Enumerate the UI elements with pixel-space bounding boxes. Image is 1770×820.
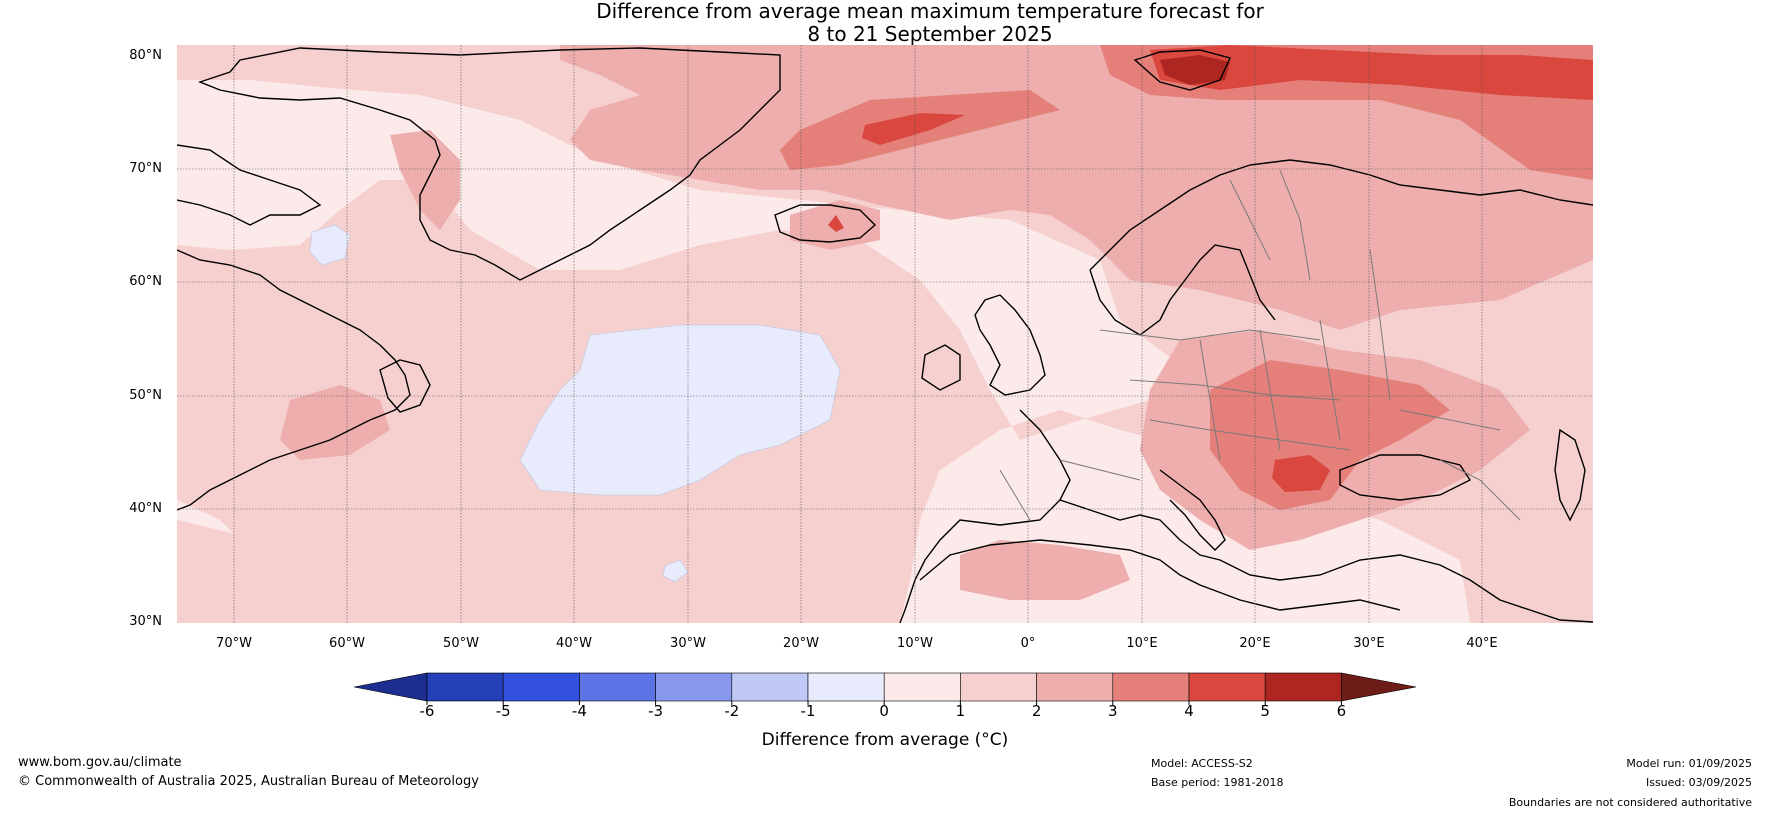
title-line-2: 8 to 21 September 2025 bbox=[807, 22, 1053, 46]
colorbar-segment bbox=[579, 672, 656, 702]
latitude-label: 70°N bbox=[129, 161, 162, 176]
footer-model: Model: ACCESS-S2 bbox=[1151, 757, 1253, 770]
anomaly-zone-5-6-svalbard bbox=[1160, 55, 1230, 85]
latitude-label: 30°N bbox=[129, 614, 162, 629]
coastline-newfoundland bbox=[379, 359, 431, 413]
anomaly-zone-4-5-greenland-sea bbox=[862, 113, 965, 145]
longitude-label: 30°E bbox=[1353, 636, 1385, 651]
colorbar-segment bbox=[1264, 672, 1342, 702]
chart-title: Difference from average mean maximum tem… bbox=[0, 0, 1770, 46]
colorbar-tick-label: -3 bbox=[648, 702, 664, 720]
longitude-label: 40°W bbox=[556, 636, 592, 651]
longitude-label: 0° bbox=[1020, 636, 1036, 651]
longitude-label: 20°E bbox=[1239, 636, 1271, 651]
colorbar-tick-label: -2 bbox=[724, 702, 740, 720]
colorbar-extend-low bbox=[353, 672, 428, 702]
footer-issued: Issued: 03/09/2025 bbox=[1645, 776, 1752, 789]
anomaly-zone-neg-labrador bbox=[309, 224, 351, 266]
colorbar-segment bbox=[426, 672, 504, 702]
colorbar-segment bbox=[960, 672, 1037, 702]
anomaly-zone-2-3-baffin bbox=[390, 130, 460, 230]
coastline-italy bbox=[1159, 469, 1226, 551]
coastline-scandinavia bbox=[1089, 159, 1593, 271]
anomaly-zone-neg-azores bbox=[662, 559, 689, 583]
footer-base-period: Base period: 1981-2018 bbox=[1151, 776, 1284, 789]
coastline-british-isles bbox=[921, 294, 1046, 396]
coastline-mediterranean bbox=[1059, 499, 1593, 623]
coastline-norway-sweden bbox=[1089, 244, 1276, 336]
longitude-label: 10°E bbox=[1126, 636, 1158, 651]
colorbar-segment bbox=[731, 672, 809, 702]
coastline-svalbard bbox=[1133, 49, 1231, 91]
longitude-label: 70°W bbox=[216, 636, 252, 651]
colorbar-tick-label: -5 bbox=[495, 702, 511, 720]
latitude-label: 40°N bbox=[129, 501, 162, 516]
latitude-label: 80°N bbox=[129, 48, 162, 63]
colorbar-segment bbox=[655, 672, 733, 702]
colorbar-tick-label: 3 bbox=[1108, 702, 1118, 720]
longitude-label: 40°E bbox=[1466, 636, 1498, 651]
anomaly-zone-neg-atlantic bbox=[519, 324, 841, 496]
longitude-label: 60°W bbox=[329, 636, 365, 651]
colorbar-segment bbox=[1036, 672, 1114, 702]
anomaly-zone-2-3-north bbox=[560, 45, 1593, 330]
colorbar-segment bbox=[502, 672, 580, 702]
longitude-label: 50°W bbox=[443, 636, 479, 651]
colorbar-tick-label: 2 bbox=[1031, 702, 1042, 720]
colorbar-tick-label: 1 bbox=[955, 702, 966, 720]
coastline-black-sea bbox=[1339, 454, 1472, 501]
anomaly-zone-2-3-newfoundland bbox=[280, 385, 390, 460]
border-lines bbox=[999, 169, 1521, 521]
colorbar-segment bbox=[807, 672, 885, 702]
longitude-label: 10°W bbox=[897, 636, 933, 651]
title-line-1: Difference from average mean maximum tem… bbox=[596, 0, 1264, 23]
anomaly-zone-4-5-iceland bbox=[828, 215, 844, 232]
colorbar-label: Difference from average (°C) bbox=[761, 730, 1009, 750]
colorbar-tick-label: -4 bbox=[571, 702, 587, 720]
colorbar-segment bbox=[883, 672, 961, 702]
coastline-iceland bbox=[774, 204, 877, 243]
coastline-greenland bbox=[197, 47, 781, 281]
colorbar-tick-label: 4 bbox=[1184, 702, 1194, 720]
map-field bbox=[177, 45, 1593, 623]
colorbar-tick-label: 0 bbox=[879, 702, 889, 720]
longitude-label: 30°W bbox=[670, 636, 706, 651]
footer-disclaimer: Boundaries are not considered authoritat… bbox=[1508, 796, 1752, 809]
colorbar-extend-high bbox=[1341, 672, 1417, 702]
colorbar bbox=[353, 672, 1417, 705]
latitude-label: 50°N bbox=[129, 388, 162, 403]
colorbar-tick-label: -1 bbox=[800, 702, 816, 720]
colorbar-segment bbox=[1188, 672, 1266, 702]
anomaly-zone-1-2-south bbox=[177, 520, 380, 623]
coastline-north-africa bbox=[919, 539, 1401, 611]
footer-url: www.bom.gov.au/climate bbox=[18, 755, 182, 770]
country-borders bbox=[999, 169, 1521, 521]
anomaly-zone-4-5-romania bbox=[1272, 455, 1330, 492]
footer-copyright: © Commonwealth of Australia 2025, Austra… bbox=[18, 774, 479, 789]
colorbar-tick-label: 6 bbox=[1336, 702, 1347, 720]
graticule bbox=[177, 45, 1593, 623]
colorbar-tick-label: -6 bbox=[419, 702, 435, 720]
colorbar-segment bbox=[1112, 672, 1190, 702]
colorbar-tick-label: 5 bbox=[1260, 702, 1270, 720]
footer-model-run: Model run: 01/09/2025 bbox=[1626, 757, 1752, 770]
latitude-label: 60°N bbox=[129, 274, 162, 289]
coastline-baffin bbox=[177, 144, 322, 226]
anomaly-zone-2-3-africa bbox=[960, 540, 1130, 600]
anomaly-zone-4-5-arctic bbox=[1150, 45, 1593, 100]
coastline-labrador bbox=[177, 249, 411, 511]
longitude-label: 20°W bbox=[783, 636, 819, 651]
coastline-caspian bbox=[1554, 428, 1586, 522]
